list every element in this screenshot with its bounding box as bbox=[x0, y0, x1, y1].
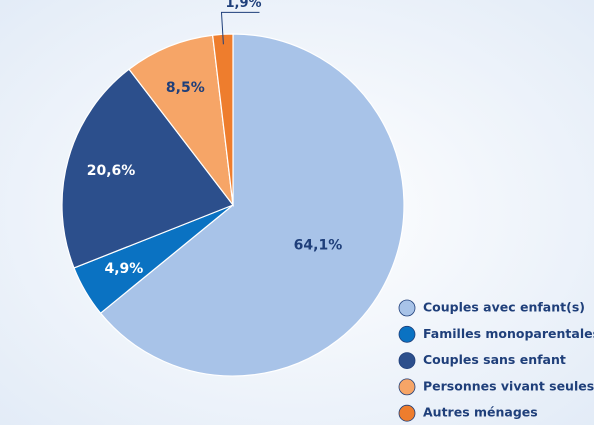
legend-swatch bbox=[399, 326, 415, 342]
legend-swatch bbox=[399, 405, 415, 421]
data-label: 4,9% bbox=[104, 261, 143, 277]
data-label: 20,6% bbox=[87, 163, 136, 179]
legend-label: Couples avec enfant(s) bbox=[423, 300, 585, 315]
legend-swatch bbox=[399, 353, 415, 369]
chart: 64,1% 4,9% 20,6% 8,5% 1,9% Couples avec enfa… bbox=[0, 0, 594, 425]
legend-label: Familles monoparentales bbox=[423, 326, 594, 341]
legend-swatch bbox=[399, 379, 415, 395]
legend-label: Couples sans enfant bbox=[423, 352, 566, 367]
page: {"chart_data": {"type": "pie", "categori… bbox=[0, 0, 594, 425]
data-label: 1,9% bbox=[225, 0, 261, 11]
legend-swatch bbox=[399, 300, 415, 316]
data-label: 64,1% bbox=[294, 237, 343, 253]
legend-label: Autres ménages bbox=[423, 405, 538, 420]
legend-label: Personnes vivant seules bbox=[423, 378, 594, 393]
data-label: 8,5% bbox=[166, 80, 205, 96]
